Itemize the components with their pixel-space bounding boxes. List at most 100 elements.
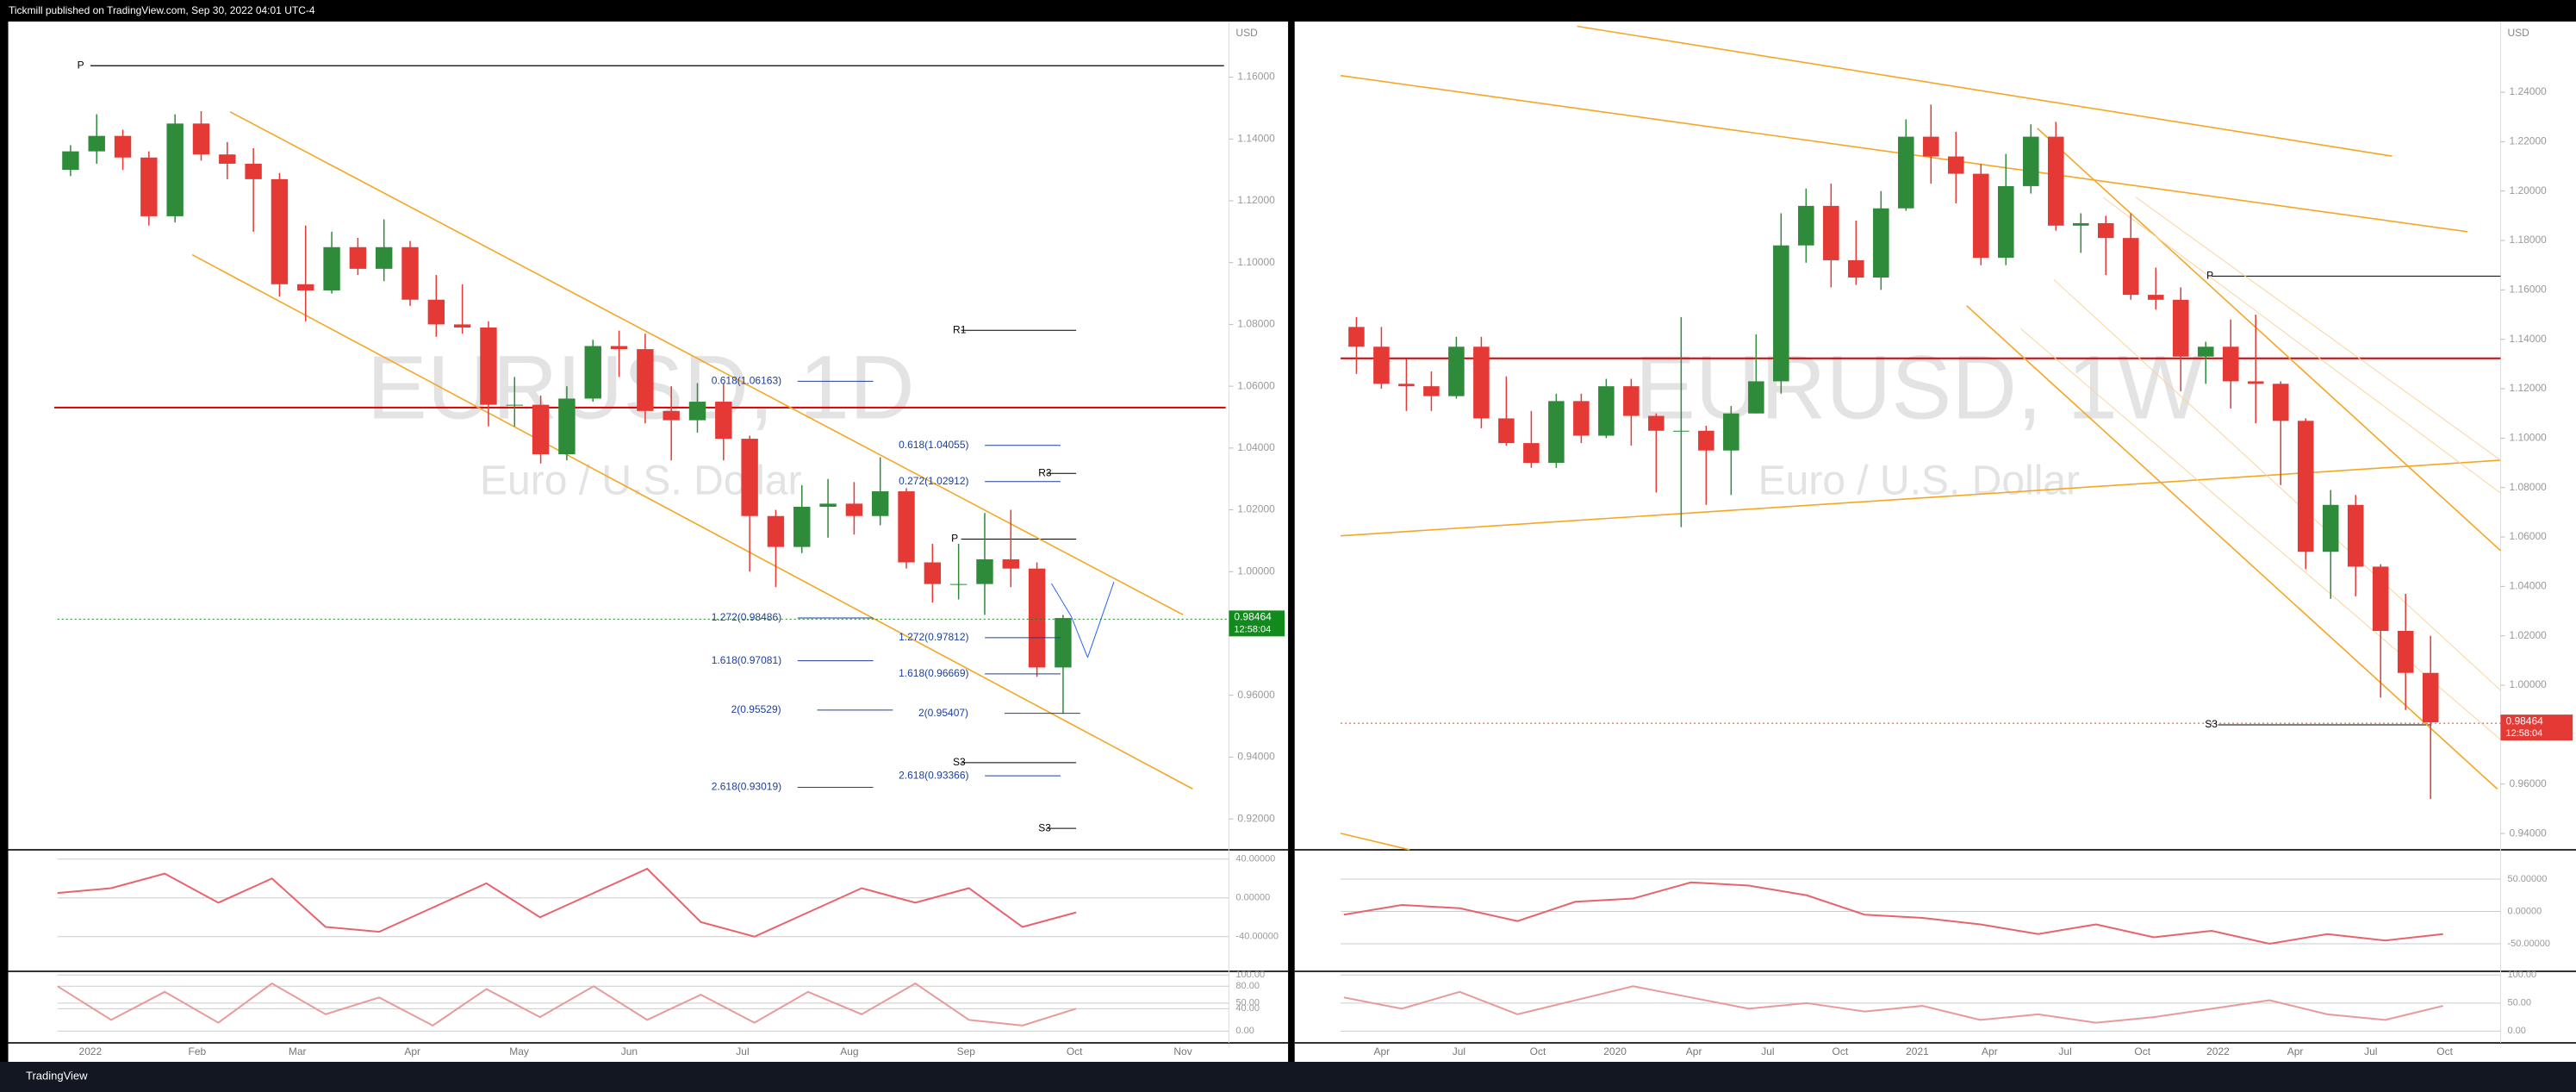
candle-body bbox=[715, 402, 732, 440]
y-tick-label: 0.92000 bbox=[1237, 812, 1275, 824]
y-tick-label: 1.02000 bbox=[1237, 503, 1275, 515]
candle-body bbox=[401, 246, 419, 300]
panel-bg bbox=[1294, 22, 2576, 1062]
candle-body bbox=[584, 346, 601, 399]
candle-body bbox=[610, 346, 628, 350]
x-tick-label: Feb bbox=[188, 1045, 206, 1058]
last-price-box bbox=[1229, 610, 1285, 637]
candle-body bbox=[114, 135, 132, 158]
brand: TradingView bbox=[26, 1069, 88, 1082]
candle-body bbox=[1348, 327, 1365, 347]
fib-label: 2.618(0.93019) bbox=[712, 781, 781, 793]
candle-body bbox=[1698, 430, 1714, 451]
y-tick-label: 1.16000 bbox=[2509, 284, 2547, 296]
candle-body bbox=[2347, 504, 2364, 567]
indicator-tick-label: 0.00000 bbox=[2507, 906, 2542, 916]
drawing-line bbox=[1340, 833, 1410, 851]
x-tick-label: 2020 bbox=[1603, 1045, 1627, 1058]
y-tick-label: 1.24000 bbox=[2509, 85, 2547, 97]
indicator-tick-label: -50.00000 bbox=[2507, 939, 2550, 949]
last-price-label: 0.98464 bbox=[2505, 714, 2543, 727]
drawing-line bbox=[2020, 328, 2501, 740]
y-tick-label: 1.00000 bbox=[1237, 565, 1275, 577]
fib-label: 2(0.95529) bbox=[731, 703, 781, 715]
x-tick-label: 2022 bbox=[79, 1045, 103, 1058]
x-tick-label: Jul bbox=[2364, 1045, 2377, 1058]
fib-label: 2.618(0.93366) bbox=[899, 769, 968, 781]
candle-body bbox=[62, 151, 79, 171]
fib-label: 1.618(0.96669) bbox=[899, 667, 968, 679]
fib-label: 2(0.95407) bbox=[918, 707, 968, 719]
candle-body bbox=[1773, 245, 1789, 382]
candle-body bbox=[793, 506, 811, 547]
candle-body bbox=[1948, 156, 1964, 174]
candle-body bbox=[88, 135, 105, 152]
fib-label: 1.618(0.97081) bbox=[712, 654, 781, 666]
candle-body bbox=[1373, 346, 1390, 384]
candle-body bbox=[349, 246, 367, 269]
chart-panel: EURUSD, 1W Euro / U.S. Dollar USD 0.94000 0.… bbox=[1294, 22, 2576, 1062]
candle-body bbox=[924, 562, 942, 584]
candle-body bbox=[297, 284, 314, 290]
candle-body bbox=[872, 491, 889, 516]
candle-body bbox=[480, 327, 497, 405]
x-tick-label: Jul bbox=[2058, 1045, 2071, 1058]
y-tick-label: 0.94000 bbox=[2509, 827, 2547, 839]
candle-body bbox=[2147, 295, 2164, 300]
y-tick-label: 1.02000 bbox=[2509, 629, 2547, 641]
drawing-line bbox=[229, 110, 1184, 615]
watermark-symbol: EURUSD, 1W bbox=[1635, 337, 2203, 438]
x-tick-label: Apr bbox=[1373, 1045, 1390, 1058]
y-tick-label: 1.06000 bbox=[1237, 379, 1275, 391]
candle-body bbox=[1623, 386, 1640, 416]
fib-label: 0.272(1.02912) bbox=[899, 475, 968, 487]
candle-body bbox=[637, 349, 654, 411]
candle-body bbox=[219, 154, 236, 164]
candle-body bbox=[506, 404, 523, 406]
drawing-line bbox=[1086, 581, 1115, 658]
y-tick-label: 0.96000 bbox=[2509, 777, 2547, 789]
y-tick-label: 1.06000 bbox=[2509, 530, 2547, 542]
y-tick-label: 1.20000 bbox=[2509, 184, 2547, 197]
candle-body bbox=[323, 246, 340, 290]
y-tick-label: 1.14000 bbox=[1237, 132, 1275, 144]
candle-body bbox=[2297, 421, 2314, 552]
indicator-tick-label: 50.00000 bbox=[2507, 874, 2547, 884]
indicator-tick-label: 100.00 bbox=[1235, 970, 1265, 980]
y-tick-label: 0.96000 bbox=[1237, 689, 1275, 701]
x-tick-label: Apr bbox=[1686, 1045, 1702, 1058]
candle-body bbox=[1398, 384, 1415, 387]
candle-body bbox=[2372, 566, 2389, 631]
candle-body bbox=[140, 157, 158, 216]
x-tick-label: Jul bbox=[736, 1045, 749, 1058]
indicator-tick-label: 0.00 bbox=[2507, 1026, 2525, 1036]
candle-body bbox=[1055, 618, 1072, 668]
x-tick-label: Oct bbox=[1530, 1045, 1546, 1058]
candle-body bbox=[1923, 136, 1939, 157]
fib-label: 1.272(0.97812) bbox=[899, 631, 968, 643]
publish-info: Tickmill published on TradingView.com, S… bbox=[9, 4, 315, 16]
x-tick-label: Oct bbox=[2436, 1045, 2453, 1058]
x-tick-label: Oct bbox=[2134, 1045, 2150, 1058]
pivot-label: S3 bbox=[1038, 821, 1051, 833]
x-tick-label: Sep bbox=[957, 1045, 976, 1058]
indicator-line bbox=[57, 982, 1077, 1027]
x-tick-label: Mar bbox=[289, 1045, 307, 1058]
countdown-label: 12:58:04 bbox=[2505, 728, 2542, 739]
y-tick-label: 1.00000 bbox=[2509, 678, 2547, 690]
candle-body bbox=[1548, 401, 1565, 464]
candle-body bbox=[1573, 401, 1590, 436]
y-tick-label: 1.04000 bbox=[2509, 580, 2547, 592]
indicator-line bbox=[57, 867, 1077, 938]
candle-body bbox=[1973, 173, 1989, 259]
y-tick-label: 1.10000 bbox=[1237, 256, 1275, 268]
y-tick-label: 1.18000 bbox=[2509, 234, 2547, 246]
candle-body bbox=[1848, 259, 1864, 278]
candle-body bbox=[1898, 136, 1914, 209]
y-tick-label: 1.14000 bbox=[2509, 333, 2547, 345]
candle-body bbox=[767, 515, 785, 547]
pivot-label: R1 bbox=[953, 323, 967, 335]
indicator-tick-label: 0.00000 bbox=[1235, 893, 1270, 903]
indicator-line bbox=[1343, 881, 2443, 945]
